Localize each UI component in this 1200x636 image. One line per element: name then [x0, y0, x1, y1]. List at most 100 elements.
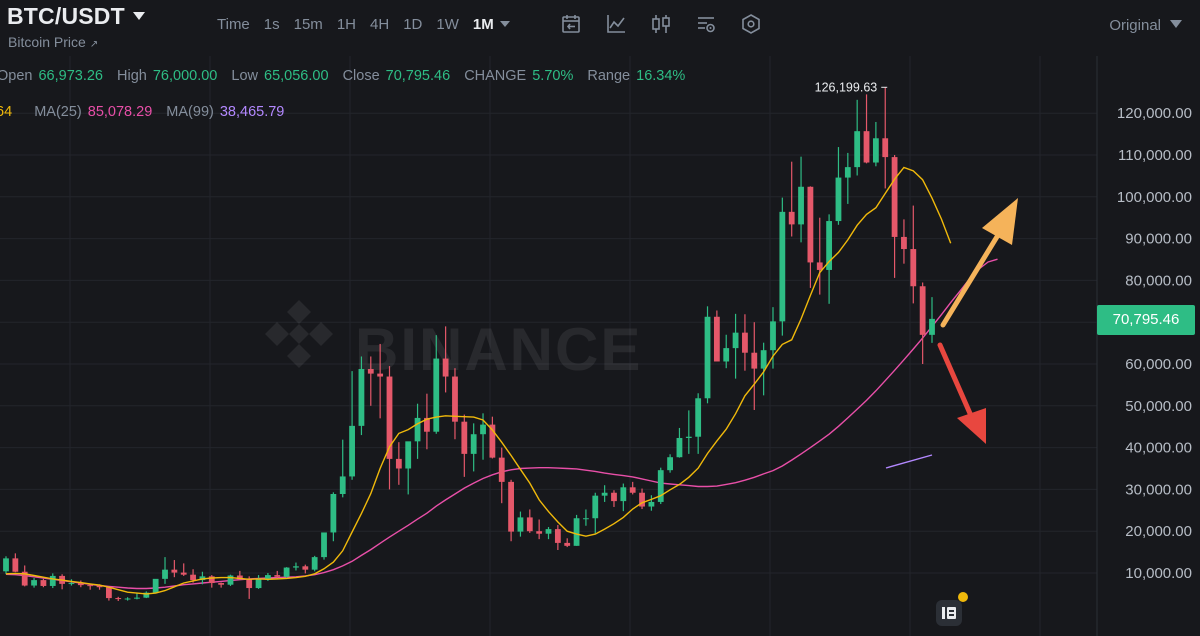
price-axis[interactable]: 10,000.00 20,000.00 30,000.00 40,000.00 50,0… [1096, 56, 1192, 636]
candle [536, 519, 543, 540]
candle-body [760, 350, 767, 369]
symbol-selector[interactable]: BTC/USDT [7, 3, 145, 30]
max-high-text: 126,199.63 [815, 80, 878, 94]
candle-body [676, 437, 683, 458]
view-mode-dropdown[interactable]: Original [1109, 17, 1182, 34]
candle-body [302, 566, 309, 570]
candle-body [639, 492, 645, 507]
price-tick-label: 30,000.00 [1125, 481, 1192, 498]
candle-body [517, 517, 524, 532]
ma99-polyline [885, 454, 933, 469]
candle-body [526, 517, 533, 532]
candle-body [208, 576, 215, 584]
candle-type-icon[interactable] [650, 13, 672, 35]
news-widget-button[interactable] [936, 600, 962, 626]
ma25-label: MA(25) [34, 104, 82, 120]
candle-body [489, 424, 496, 458]
candle-body [190, 574, 196, 581]
candle-body [732, 332, 739, 349]
binance-watermark: BINANCE [265, 300, 640, 383]
candle [919, 282, 926, 364]
price-tick-label: 50,000.00 [1125, 398, 1192, 415]
replay-icon[interactable] [560, 13, 582, 35]
candle [152, 578, 159, 594]
notification-dot [958, 592, 968, 602]
candle [667, 454, 674, 473]
candle [770, 307, 776, 369]
candle [816, 217, 823, 295]
candle [246, 576, 253, 599]
candle-body [367, 369, 374, 374]
ma99-value: 38,465.79 [219, 104, 285, 120]
candle-body [395, 458, 402, 469]
hexagon-icon[interactable] [740, 13, 762, 35]
candle-body [264, 575, 271, 579]
candle [723, 334, 730, 369]
symbol-label: BTC/USDT [7, 3, 125, 29]
timeframe-bar: Time 1s 15m 1H 4H 1D 1W 1M [210, 16, 517, 33]
ma-legend: .64 MA(25) 85,078.29 MA(99) 38,465.79 [0, 104, 284, 120]
candle-body [31, 580, 37, 586]
candle [592, 492, 599, 534]
candle [573, 514, 580, 546]
candle [657, 467, 664, 505]
candle-body [611, 492, 617, 502]
candle [882, 87, 889, 189]
timeframe-1w[interactable]: 1W [436, 16, 459, 33]
news-icon [942, 607, 956, 619]
candle [863, 94, 870, 164]
candle-body [339, 476, 346, 494]
candle-body [685, 436, 692, 438]
timeframe-15m[interactable]: 15m [293, 16, 323, 33]
candle [59, 574, 66, 590]
ma99-line [885, 454, 933, 469]
price-tick-label: 10,000.00 [1125, 565, 1192, 582]
candle [891, 155, 898, 278]
timeframe-1m-dropdown[interactable]: 1M [466, 16, 517, 33]
timeframe-1d[interactable]: 1D [403, 16, 423, 33]
candle [508, 479, 514, 542]
subtitle-link[interactable]: Bitcoin Price ↗ [8, 34, 98, 50]
candle [835, 147, 842, 225]
candle [620, 483, 627, 512]
candle-body [704, 316, 711, 399]
candle [695, 393, 702, 454]
chart-toolbar: BTC/USDT Bitcoin Price ↗ Time 1s 15m 1H 4… [0, 0, 1200, 56]
candle [470, 423, 477, 472]
candle [124, 597, 131, 601]
candle [517, 511, 524, 537]
candle [105, 586, 112, 601]
candle-body [321, 532, 327, 558]
candle [377, 343, 384, 419]
candle-body [283, 567, 290, 577]
candle [40, 578, 47, 588]
candle [21, 565, 28, 587]
candle-body [21, 571, 28, 586]
candle [87, 583, 94, 590]
timeframe-1s[interactable]: 1s [263, 16, 280, 33]
candle-body [480, 424, 486, 435]
candle [330, 492, 337, 542]
external-link-icon: ↗ [89, 39, 99, 50]
candle [358, 356, 365, 436]
candle [311, 555, 318, 572]
indicator-chart-icon[interactable] [605, 13, 627, 35]
range-label: Range [587, 68, 631, 84]
timeframe-4h[interactable]: 4H [370, 16, 390, 33]
candle [227, 574, 234, 586]
price-tick-label: 120,000.00 [1117, 105, 1192, 122]
candle [208, 575, 215, 588]
candle [349, 371, 355, 480]
chart-settings-icon[interactable] [695, 13, 717, 35]
candle-body [742, 332, 748, 353]
candle [760, 342, 767, 396]
chevron-down-icon [1170, 20, 1182, 28]
candle [49, 573, 56, 589]
timeframe-time[interactable]: Time [217, 16, 250, 33]
candle [302, 564, 309, 574]
candle-body [293, 566, 299, 568]
candle-body [601, 492, 608, 496]
timeframe-1h[interactable]: 1H [336, 16, 356, 33]
candle-body [115, 598, 122, 600]
